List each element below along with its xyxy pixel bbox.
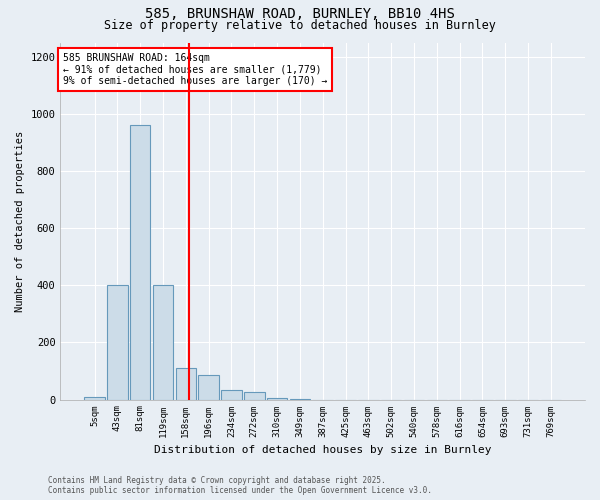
X-axis label: Distribution of detached houses by size in Burnley: Distribution of detached houses by size … (154, 445, 491, 455)
Bar (153, 286, 173, 400)
Bar (244, 392, 265, 400)
Bar (267, 398, 287, 400)
Bar (130, 126, 151, 400)
Text: 585, BRUNSHAW ROAD, BURNLEY, BB10 4HS: 585, BRUNSHAW ROAD, BURNLEY, BB10 4HS (145, 8, 455, 22)
Text: Size of property relative to detached houses in Burnley: Size of property relative to detached ho… (104, 19, 496, 32)
Text: Contains HM Land Registry data © Crown copyright and database right 2025.
Contai: Contains HM Land Registry data © Crown c… (48, 476, 432, 495)
Bar (107, 286, 128, 400)
Y-axis label: Number of detached properties: Number of detached properties (15, 130, 25, 312)
Bar (221, 390, 242, 400)
Text: 585 BRUNSHAW ROAD: 164sqm
← 91% of detached houses are smaller (1,779)
9% of sem: 585 BRUNSHAW ROAD: 164sqm ← 91% of detac… (63, 53, 328, 86)
Bar (176, 368, 196, 400)
Bar (199, 376, 219, 400)
Bar (84, 396, 105, 400)
